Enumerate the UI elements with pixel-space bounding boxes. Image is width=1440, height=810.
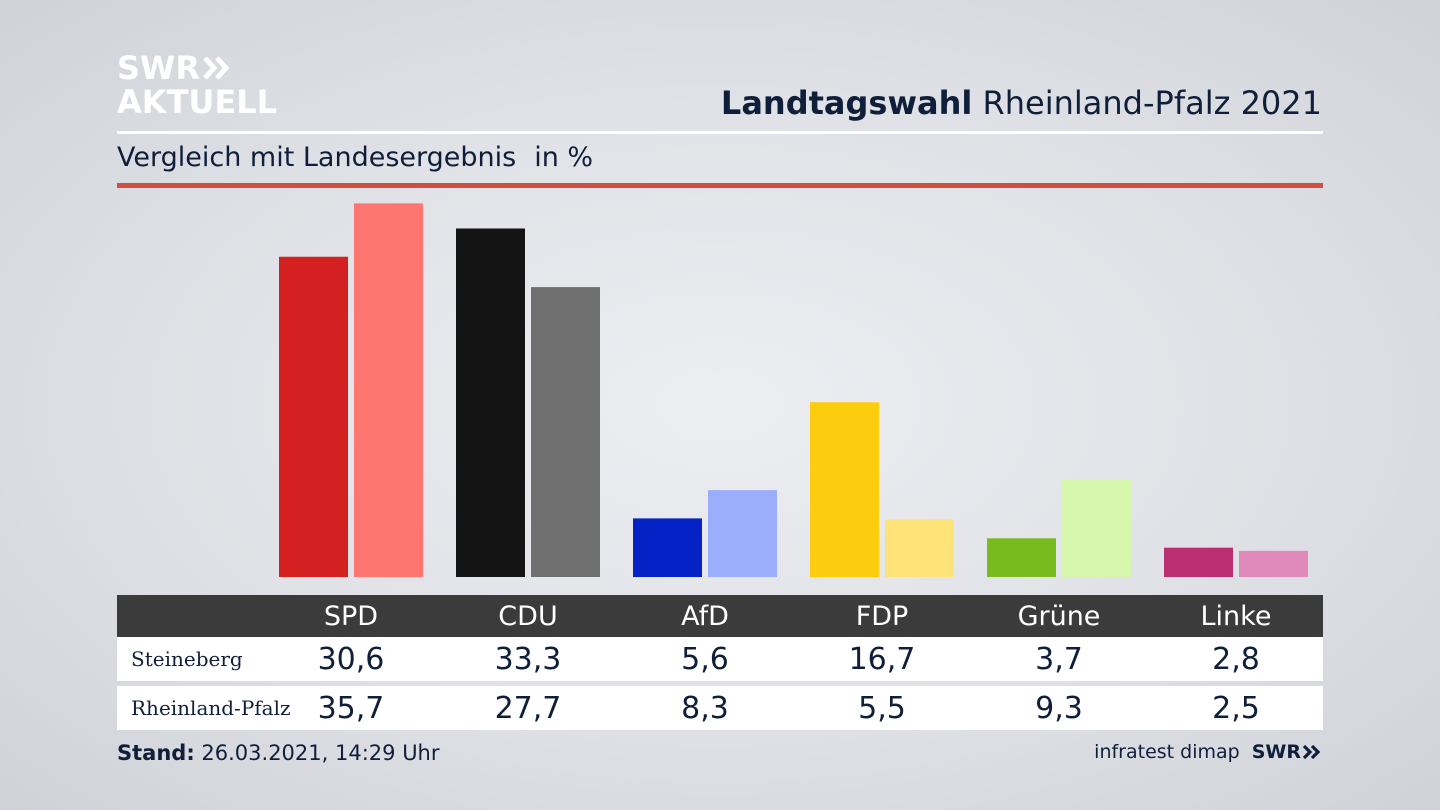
bar-afd-rheinland-pfalz — [708, 490, 777, 577]
bar-linke-steineberg — [1164, 547, 1233, 577]
row-label: Steineberg — [131, 647, 243, 671]
title-rest: Rheinland-Pfalz 2021 — [982, 84, 1322, 122]
value-cell: 30,6 — [317, 641, 385, 677]
bar-grüne-steineberg — [987, 538, 1056, 577]
header-divider — [117, 131, 1323, 134]
value-cell: 2,8 — [1212, 641, 1260, 677]
table-header-cell: FDP — [855, 600, 909, 632]
table-row: Rheinland-Pfalz 35,7 27,7 8,3 5,5 9,3 2,5 — [117, 686, 1323, 730]
bar-grüne-rheinland-pfalz — [1062, 479, 1131, 577]
stand-value: 26.03.2021, 14:29 Uhr — [201, 741, 440, 765]
stand-label: Stand: — [117, 741, 195, 765]
table-header-row: SPD CDU AfD FDP Grüne Linke — [117, 595, 1323, 637]
value-cell: 8,3 — [681, 690, 729, 726]
table-header-cell: Linke — [1200, 600, 1272, 632]
bar-cdu-rheinland-pfalz — [531, 287, 600, 577]
logo-text-aktuell: AKTUELL — [117, 83, 278, 121]
table-header-cell: SPD — [323, 600, 379, 632]
chart-subtitle: Vergleich mit Landesergebnis in % — [117, 142, 593, 173]
value-cell: 27,7 — [494, 690, 562, 726]
source-credit: infratest dimap SWR — [1094, 741, 1322, 763]
table-header-cell: AfD — [681, 600, 729, 632]
value-cell: 5,5 — [858, 690, 906, 726]
bar-fdp-rheinland-pfalz — [885, 519, 954, 577]
value-cell: 16,7 — [848, 641, 916, 677]
table-row: Steineberg 30,6 33,3 5,6 16,7 3,7 2,8 — [117, 637, 1323, 681]
value-cell: 33,3 — [494, 641, 562, 677]
value-cell: 3,7 — [1035, 641, 1083, 677]
source-brand-text: SWR — [1251, 741, 1301, 763]
double-chevron-icon — [203, 56, 230, 80]
bar-spd-steineberg — [279, 256, 348, 577]
table-header-cell: CDU — [498, 600, 558, 632]
source-brand-logo: SWR — [1252, 741, 1322, 763]
bar-fdp-steineberg — [810, 402, 879, 577]
value-cell: 2,5 — [1212, 690, 1260, 726]
results-table: SPD CDU AfD FDP Grüne Linke Steineberg 30,6 33,… — [117, 595, 1323, 730]
row-label: Rheinland-Pfalz — [131, 696, 291, 720]
subtitle-text: Vergleich mit Landesergebnis — [117, 142, 517, 173]
swr-aktuell-logo: SWR AKTUELL — [117, 52, 277, 118]
value-cell: 9,3 — [1035, 690, 1083, 726]
bar-spd-rheinland-pfalz — [354, 203, 423, 577]
bar-linke-rheinland-pfalz — [1239, 550, 1308, 577]
logo-text-swr: SWR — [117, 49, 200, 87]
bar-cdu-steineberg — [456, 228, 525, 577]
unit-label: in % — [534, 142, 594, 173]
table-header-cell: Grüne — [1017, 600, 1101, 632]
source-name: infratest dimap — [1094, 741, 1240, 763]
page-title: Landtagswahl Rheinland-Pfalz 2021 — [721, 84, 1322, 122]
bar-afd-steineberg — [633, 518, 702, 577]
title-bold: Landtagswahl — [720, 84, 973, 122]
bar-chart — [279, 203, 1308, 577]
value-cell: 35,7 — [317, 690, 385, 726]
double-chevron-icon — [1302, 744, 1321, 760]
value-cell: 5,6 — [681, 641, 729, 677]
timestamp: Stand: 26.03.2021, 14:29 Uhr — [117, 741, 440, 765]
accent-divider — [117, 183, 1323, 188]
